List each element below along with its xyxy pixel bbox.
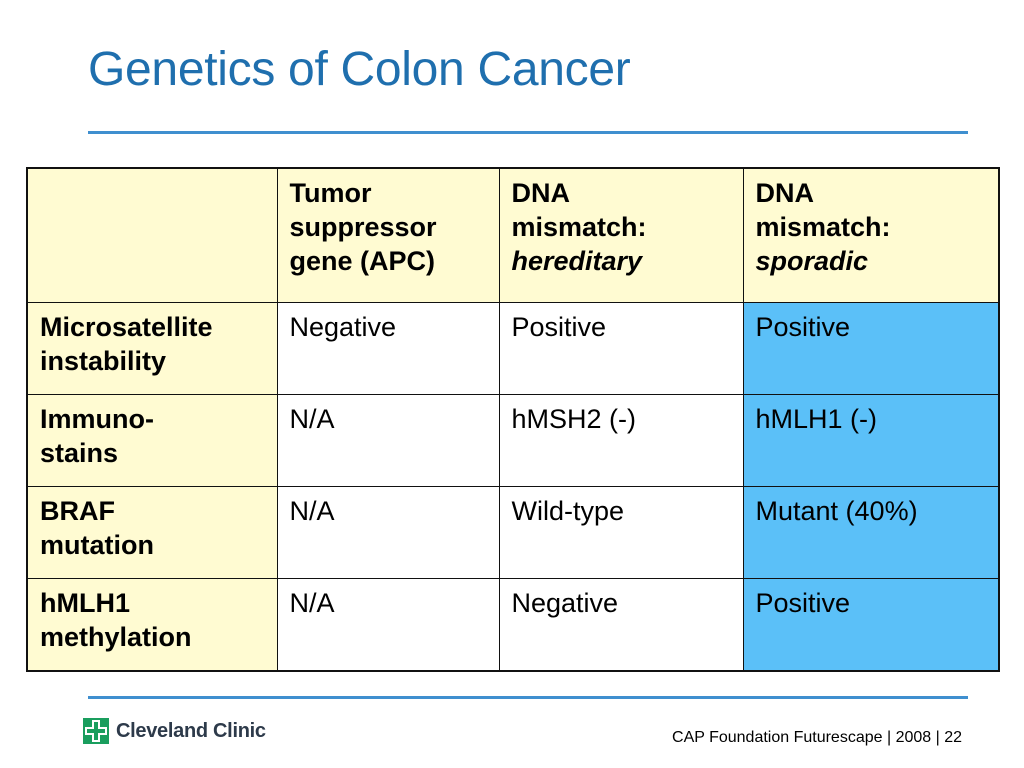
- header-empty-cell: [26, 167, 278, 303]
- header-line: mismatch:: [511, 211, 647, 242]
- title-divider: [88, 131, 968, 134]
- row-label-line: Immuno-: [40, 403, 154, 434]
- cell-hereditary: Wild-type: [498, 486, 744, 580]
- header-line: suppressor: [289, 211, 437, 242]
- genetics-table: Tumor suppressor gene (APC) DNA mismatch…: [26, 167, 1000, 672]
- cell-tumor-suppressor: Negative: [276, 301, 500, 395]
- header-line: Tumor: [289, 178, 372, 208]
- row-label-line: mutation: [40, 529, 154, 560]
- cell-sporadic: Positive: [742, 301, 1000, 395]
- cell-tumor-suppressor: N/A: [276, 393, 500, 488]
- row-label-line: hMLH1: [40, 588, 130, 619]
- row-label: Microsatellite instability: [26, 301, 278, 395]
- cleveland-clinic-cross-icon: [83, 718, 109, 744]
- header-dna-mismatch-hereditary: DNA mismatch: hereditary: [498, 167, 744, 303]
- table-row: Immuno- stains N/A hMSH2 (-) hMLH1 (-): [26, 393, 1000, 488]
- header-line: DNA: [511, 178, 571, 208]
- row-label-line: instability: [40, 345, 167, 376]
- header-dna-mismatch-sporadic: DNA mismatch: sporadic: [742, 167, 1000, 303]
- row-label-line: Microsatellite: [40, 311, 213, 342]
- slide-title: Genetics of Colon Cancer: [88, 43, 631, 96]
- row-label: Immuno- stains: [26, 393, 278, 488]
- cell-hereditary: hMSH2 (-): [498, 393, 744, 488]
- cell-hereditary: Negative: [498, 578, 744, 672]
- cell-hereditary: Positive: [498, 301, 744, 395]
- footer-divider: [88, 696, 968, 699]
- row-label: hMLH1 methylation: [26, 578, 278, 672]
- table-row: hMLH1 methylation N/A Negative Positive: [26, 578, 1000, 672]
- cell-sporadic: Positive: [742, 578, 1000, 672]
- cell-sporadic: Mutant (40%): [742, 486, 1000, 580]
- header-emphasis: hereditary: [511, 245, 643, 276]
- table-header-row: Tumor suppressor gene (APC) DNA mismatch…: [26, 167, 1000, 303]
- table-row: Microsatellite instability Negative Posi…: [26, 301, 1000, 395]
- header-emphasis: sporadic: [755, 245, 869, 276]
- cleveland-clinic-logo: Cleveland Clinic: [83, 716, 266, 746]
- table-row: BRAF mutation N/A Wild-type Mutant (40%): [26, 486, 1000, 580]
- cell-tumor-suppressor: N/A: [276, 486, 500, 580]
- logo-text: Cleveland Clinic: [116, 719, 266, 742]
- row-label: BRAF mutation: [26, 486, 278, 580]
- cell-tumor-suppressor: N/A: [276, 578, 500, 672]
- header-line: mismatch:: [755, 211, 891, 242]
- header-line: DNA: [755, 178, 815, 208]
- cell-sporadic: hMLH1 (-): [742, 393, 1000, 488]
- header-tumor-suppressor: Tumor suppressor gene (APC): [276, 167, 500, 303]
- header-line: gene (APC): [289, 245, 436, 276]
- row-label-line: stains: [40, 437, 119, 468]
- footer-text: CAP Foundation Futurescape | 2008 | 22: [672, 729, 962, 746]
- row-label-line: BRAF: [40, 496, 115, 527]
- row-label-line: methylation: [40, 622, 192, 653]
